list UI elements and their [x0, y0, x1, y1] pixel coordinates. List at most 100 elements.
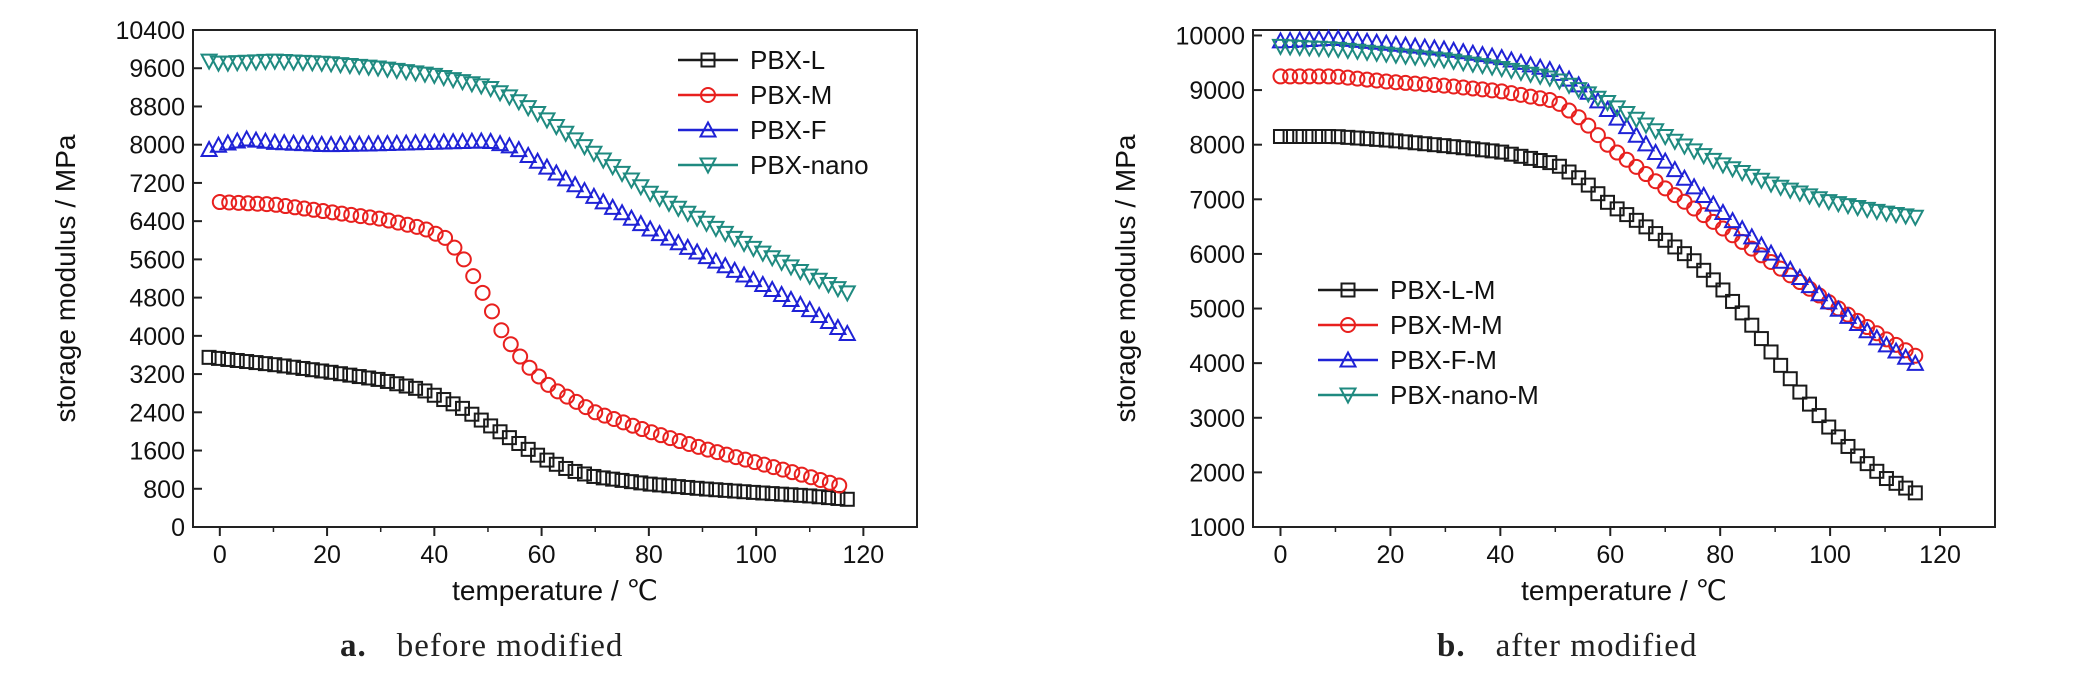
data-point [821, 490, 837, 506]
data-point [1378, 132, 1394, 148]
data-point [1271, 38, 1290, 57]
data-point [1531, 57, 1550, 75]
data-point [1368, 72, 1385, 89]
data-point [1386, 34, 1406, 52]
data-point [1405, 49, 1425, 67]
series-PBX-L-M [1272, 129, 1923, 501]
data-point [697, 246, 716, 265]
data-point [1348, 43, 1367, 61]
data-point [1320, 68, 1337, 85]
data-point [681, 435, 698, 452]
data-point [1415, 37, 1434, 55]
data-point [661, 478, 677, 494]
data-point [1493, 83, 1510, 100]
data-point [1636, 134, 1656, 152]
data-point [1686, 200, 1703, 217]
data-point [443, 132, 463, 150]
data-point [678, 237, 697, 255]
data-point [1445, 78, 1462, 95]
data-point [500, 136, 519, 154]
data-point [1378, 73, 1395, 90]
data-point [481, 131, 500, 149]
legend-marker [700, 87, 716, 103]
data-point [528, 151, 547, 169]
data-point [237, 129, 256, 147]
y-tick-label: 1000 [1189, 514, 1245, 542]
data-point [1359, 71, 1376, 88]
data-point [296, 200, 313, 217]
x-tick-label: 80 [1706, 541, 1734, 569]
data-point [218, 55, 238, 73]
data-point [1474, 142, 1490, 158]
data-point [1503, 85, 1520, 102]
data-point [380, 212, 397, 229]
data-point [293, 133, 313, 152]
data-point [415, 66, 435, 84]
data-point [399, 216, 416, 233]
data-point [530, 368, 547, 385]
legend-marker [698, 120, 718, 138]
caption-a-text: before modified [396, 628, 624, 664]
data-point [387, 133, 406, 151]
data-point [1742, 168, 1761, 186]
data-point [350, 58, 369, 76]
data-point [237, 54, 256, 72]
data-point [378, 133, 397, 152]
data-point [1599, 136, 1616, 153]
data-point [1542, 155, 1558, 171]
data-point [716, 256, 735, 274]
data-point [418, 221, 435, 238]
series-PBX-M-M [1272, 68, 1924, 364]
data-point [706, 251, 726, 269]
caption-a-letter: a. [340, 628, 367, 664]
data-point [1417, 136, 1433, 152]
data-point [323, 364, 339, 380]
data-point [641, 219, 660, 237]
data-point [1713, 157, 1733, 175]
data-point [519, 100, 538, 118]
data-point [359, 59, 378, 77]
data-point [1309, 40, 1329, 58]
data-point [1310, 68, 1327, 85]
legend-label: PBX-nano-M [1390, 380, 1539, 410]
data-point [1446, 139, 1462, 155]
data-point [1415, 50, 1434, 68]
data-point [1752, 235, 1771, 253]
data-point [1763, 344, 1779, 360]
data-point [502, 336, 519, 353]
data-point [1819, 292, 1838, 310]
data-point [1473, 58, 1492, 76]
data-point [1338, 42, 1357, 60]
data-point [359, 134, 378, 152]
y-tick-label: 10400 [115, 17, 185, 45]
data-point [1454, 55, 1473, 73]
data-point [1465, 141, 1481, 157]
data-point [415, 132, 435, 151]
data-point [1473, 45, 1492, 63]
data-point [425, 132, 444, 150]
data-point [1386, 47, 1406, 65]
data-point [728, 449, 744, 466]
data-point [275, 54, 294, 72]
y-tick-label: 9600 [129, 55, 185, 83]
data-point [642, 476, 658, 492]
data-point [220, 351, 236, 367]
data-point [1455, 79, 1472, 96]
data-point [548, 456, 564, 472]
data-point [1906, 353, 1925, 371]
data-point [603, 197, 622, 215]
data-point [1474, 81, 1491, 98]
data-point [1511, 52, 1531, 70]
data-point [265, 53, 284, 71]
data-point [1838, 306, 1858, 324]
data-point [1301, 129, 1317, 144]
data-point [211, 194, 228, 211]
data-point [670, 479, 686, 495]
legend-label: PBX-M [750, 80, 832, 110]
data-point [1761, 243, 1781, 261]
data-point [340, 134, 360, 152]
x-tick-label: 100 [735, 541, 777, 569]
data-point [791, 294, 810, 313]
data-point [1348, 30, 1367, 48]
data-point [1434, 39, 1454, 57]
